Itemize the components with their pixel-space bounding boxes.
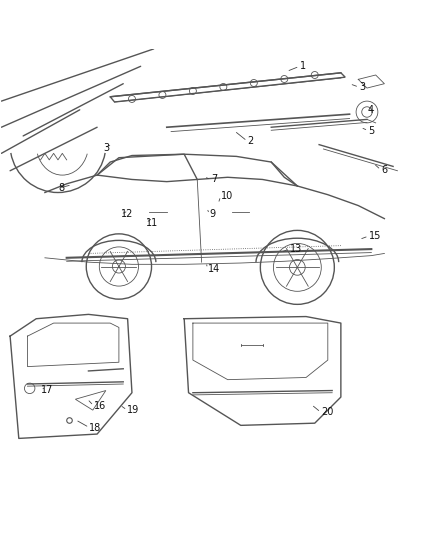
- Text: 3: 3: [359, 82, 365, 92]
- Text: 9: 9: [209, 209, 215, 219]
- Text: 18: 18: [89, 423, 102, 433]
- Text: 19: 19: [127, 405, 139, 415]
- Text: 3: 3: [104, 143, 110, 152]
- Text: 15: 15: [369, 231, 381, 241]
- Text: 10: 10: [221, 191, 233, 201]
- Text: 8: 8: [59, 183, 65, 193]
- Text: 5: 5: [368, 126, 374, 136]
- Text: 16: 16: [94, 401, 106, 411]
- Text: 13: 13: [290, 244, 302, 254]
- Text: 20: 20: [321, 407, 333, 417]
- Text: 2: 2: [247, 136, 254, 146]
- Text: 17: 17: [41, 385, 53, 395]
- Text: 12: 12: [120, 209, 133, 219]
- Text: 11: 11: [146, 218, 158, 228]
- Text: 4: 4: [368, 105, 374, 115]
- Text: 1: 1: [300, 61, 306, 71]
- Text: 7: 7: [211, 174, 217, 184]
- Text: 14: 14: [208, 264, 220, 273]
- Text: 6: 6: [381, 165, 387, 175]
